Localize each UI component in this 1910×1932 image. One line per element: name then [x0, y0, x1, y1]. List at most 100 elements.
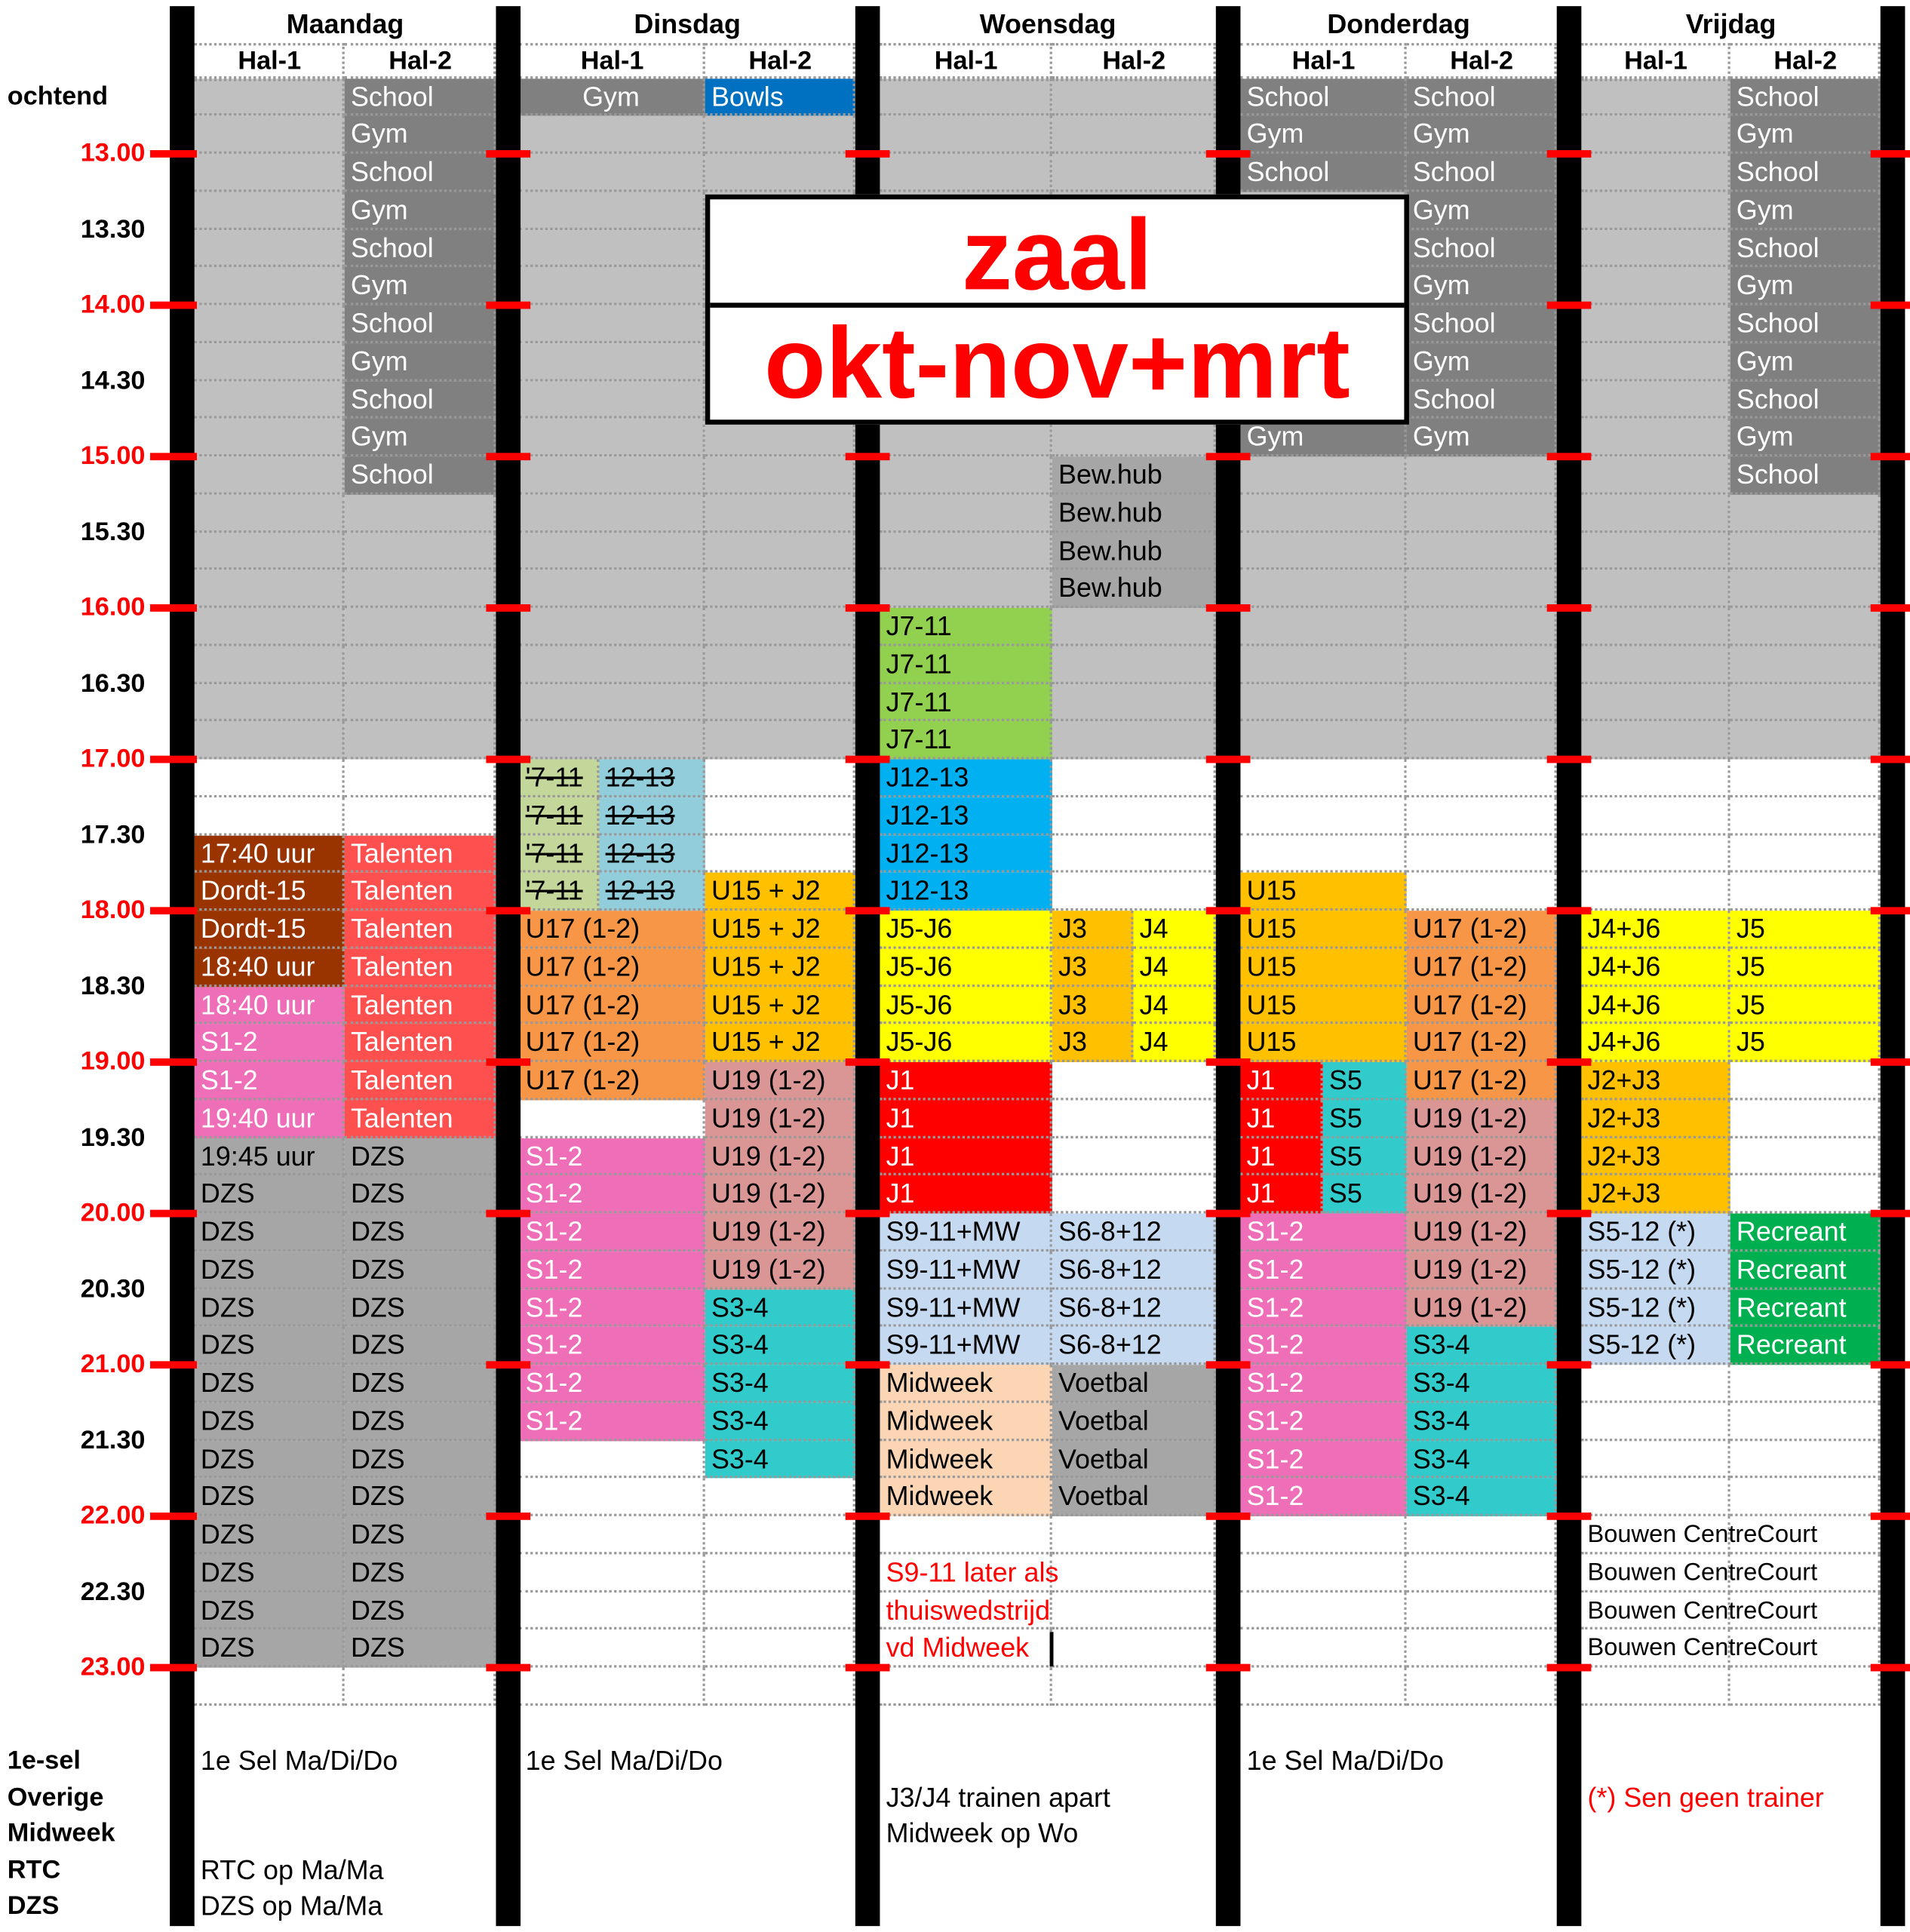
schedule-cell[interactable]: J3	[1052, 1024, 1134, 1062]
schedule-cell[interactable]: S1-2	[1240, 1402, 1407, 1441]
schedule-cell[interactable]: S9-11+MW	[880, 1251, 1052, 1289]
schedule-cell[interactable]: S5-12 (*)	[1581, 1327, 1730, 1365]
schedule-cell[interactable]: U15	[1240, 911, 1407, 949]
schedule-cell[interactable]: DZS	[194, 1629, 345, 1668]
schedule-cell[interactable]: J5-J6	[880, 986, 1052, 1024]
schedule-cell[interactable]: S3-4	[705, 1402, 855, 1441]
schedule-cell[interactable]: S6-8+12	[1052, 1327, 1216, 1365]
schedule-cell[interactable]: DZS	[194, 1478, 345, 1516]
schedule-cell[interactable]: U15	[1240, 873, 1407, 911]
schedule-cell[interactable]: Bouwen CentreCourt	[1587, 1559, 1818, 1586]
schedule-cell[interactable]: J1	[880, 1100, 1052, 1138]
schedule-cell[interactable]: J2+J3	[1581, 1175, 1730, 1214]
schedule-cell[interactable]: Bouwen CentreCourt	[1587, 1521, 1818, 1549]
schedule-cell[interactable]: School	[1406, 229, 1557, 268]
schedule-cell[interactable]: J1	[1240, 1138, 1323, 1176]
schedule-cell[interactable]: J4+J6	[1581, 1024, 1730, 1062]
schedule-cell[interactable]: U17 (1-2)	[1406, 948, 1557, 987]
schedule-cell[interactable]: J3	[1052, 986, 1134, 1024]
schedule-cell[interactable]: Talenten	[344, 1024, 496, 1062]
schedule-cell[interactable]: School	[1730, 229, 1881, 268]
schedule-cell[interactable]: S1-2	[519, 1327, 705, 1365]
schedule-cell[interactable]: S9-11+MW	[880, 1213, 1052, 1252]
schedule-cell[interactable]: S5	[1322, 1100, 1407, 1138]
schedule-cell[interactable]: S1-2	[1240, 1289, 1407, 1328]
schedule-cell[interactable]: S3-4	[705, 1440, 855, 1479]
schedule-cell[interactable]: S1-2	[194, 1061, 345, 1101]
schedule-cell[interactable]: Dordt-15	[194, 873, 345, 911]
schedule-cell[interactable]: J2+J3	[1581, 1100, 1730, 1138]
schedule-cell[interactable]: DZS	[344, 1629, 496, 1668]
schedule-cell[interactable]: S5	[1322, 1175, 1407, 1214]
schedule-cell[interactable]: J4+J6	[1581, 948, 1730, 987]
schedule-cell[interactable]: Gym	[1730, 115, 1881, 154]
schedule-cell[interactable]: '7-11	[519, 873, 600, 911]
schedule-cell[interactable]: S1-2	[1240, 1213, 1407, 1252]
schedule-cell[interactable]: DZS	[344, 1592, 496, 1630]
schedule-cell[interactable]: DZS	[194, 1440, 345, 1479]
schedule-cell[interactable]: DZS	[344, 1289, 496, 1328]
schedule-cell[interactable]: J7-11	[880, 646, 1052, 684]
schedule-cell[interactable]: U17 (1-2)	[519, 986, 705, 1024]
schedule-cell[interactable]: DZS	[194, 1516, 345, 1555]
schedule-cell[interactable]: DZS	[194, 1402, 345, 1441]
schedule-cell[interactable]: U17 (1-2)	[1406, 986, 1557, 1024]
schedule-cell[interactable]: U17 (1-2)	[519, 911, 705, 949]
schedule-cell[interactable]: School	[344, 305, 496, 343]
schedule-cell[interactable]: J1	[1240, 1061, 1323, 1101]
schedule-cell[interactable]: J5	[1730, 1024, 1881, 1062]
schedule-cell[interactable]: U17 (1-2)	[1406, 911, 1557, 949]
schedule-cell[interactable]: U17 (1-2)	[519, 1024, 705, 1062]
schedule-cell[interactable]: Gym	[519, 78, 705, 116]
schedule-cell[interactable]: 17:40 uur	[194, 834, 345, 874]
schedule-cell[interactable]: U19 (1-2)	[705, 1138, 855, 1176]
schedule-cell[interactable]: Gym	[344, 419, 496, 457]
schedule-cell[interactable]: Gym	[344, 267, 496, 306]
schedule-cell[interactable]: Bowls	[705, 78, 855, 116]
schedule-cell[interactable]: S3-4	[1406, 1440, 1557, 1479]
schedule-cell[interactable]: U17 (1-2)	[1406, 1024, 1557, 1062]
schedule-cell[interactable]: Gym	[344, 342, 496, 381]
schedule-cell[interactable]: U19 (1-2)	[1406, 1251, 1557, 1289]
schedule-cell[interactable]: DZS	[344, 1327, 496, 1365]
schedule-cell[interactable]: U19 (1-2)	[705, 1061, 855, 1101]
schedule-cell[interactable]: U15 + J2	[705, 948, 855, 987]
schedule-cell[interactable]: Bouwen CentreCourt	[1587, 1596, 1818, 1624]
schedule-cell[interactable]: School	[344, 153, 496, 192]
schedule-cell[interactable]: S1-2	[519, 1402, 705, 1441]
schedule-cell[interactable]: Gym	[1240, 115, 1407, 154]
schedule-cell[interactable]: J1	[880, 1175, 1052, 1214]
schedule-cell[interactable]: U15	[1240, 986, 1407, 1024]
schedule-cell[interactable]: Gym	[1406, 192, 1557, 230]
schedule-cell[interactable]: J2+J3	[1581, 1061, 1730, 1101]
schedule-cell[interactable]: School	[344, 229, 496, 268]
schedule-cell[interactable]: School	[1240, 153, 1407, 192]
schedule-cell[interactable]: U15	[1240, 1024, 1407, 1062]
schedule-cell[interactable]: U19 (1-2)	[1406, 1175, 1557, 1214]
schedule-cell[interactable]: Talenten	[344, 834, 496, 874]
schedule-cell[interactable]: Gym	[1240, 419, 1407, 457]
schedule-cell[interactable]: S1-2	[519, 1251, 705, 1289]
schedule-cell[interactable]: Talenten	[344, 873, 496, 911]
schedule-cell[interactable]: U17 (1-2)	[1406, 1061, 1557, 1101]
schedule-cell[interactable]: S6-8+12	[1052, 1213, 1216, 1252]
schedule-cell[interactable]: S3-4	[1406, 1327, 1557, 1365]
schedule-cell[interactable]: J5-J6	[880, 948, 1052, 987]
schedule-cell[interactable]: DZS	[344, 1440, 496, 1479]
schedule-cell[interactable]: 12-13	[599, 873, 705, 911]
schedule-cell[interactable]: School	[1730, 456, 1881, 495]
schedule-cell[interactable]: DZS	[194, 1289, 345, 1328]
schedule-cell[interactable]: J12-13	[880, 759, 1052, 797]
schedule-cell[interactable]: J1	[1240, 1100, 1323, 1138]
schedule-cell[interactable]: 18:40 uur	[194, 986, 345, 1024]
schedule-cell[interactable]: Midweek	[880, 1402, 1052, 1441]
schedule-cell[interactable]: DZS	[344, 1402, 496, 1441]
schedule-cell[interactable]: J12-13	[880, 797, 1052, 835]
schedule-cell[interactable]: Midweek	[880, 1365, 1052, 1403]
schedule-cell[interactable]: U17 (1-2)	[519, 1061, 705, 1101]
schedule-cell[interactable]: J7-11	[880, 683, 1052, 722]
schedule-cell[interactable]: School	[1730, 305, 1881, 343]
schedule-cell[interactable]: S1-2	[519, 1289, 705, 1328]
schedule-cell[interactable]: Talenten	[344, 1061, 496, 1101]
schedule-cell[interactable]: S5	[1322, 1061, 1407, 1101]
